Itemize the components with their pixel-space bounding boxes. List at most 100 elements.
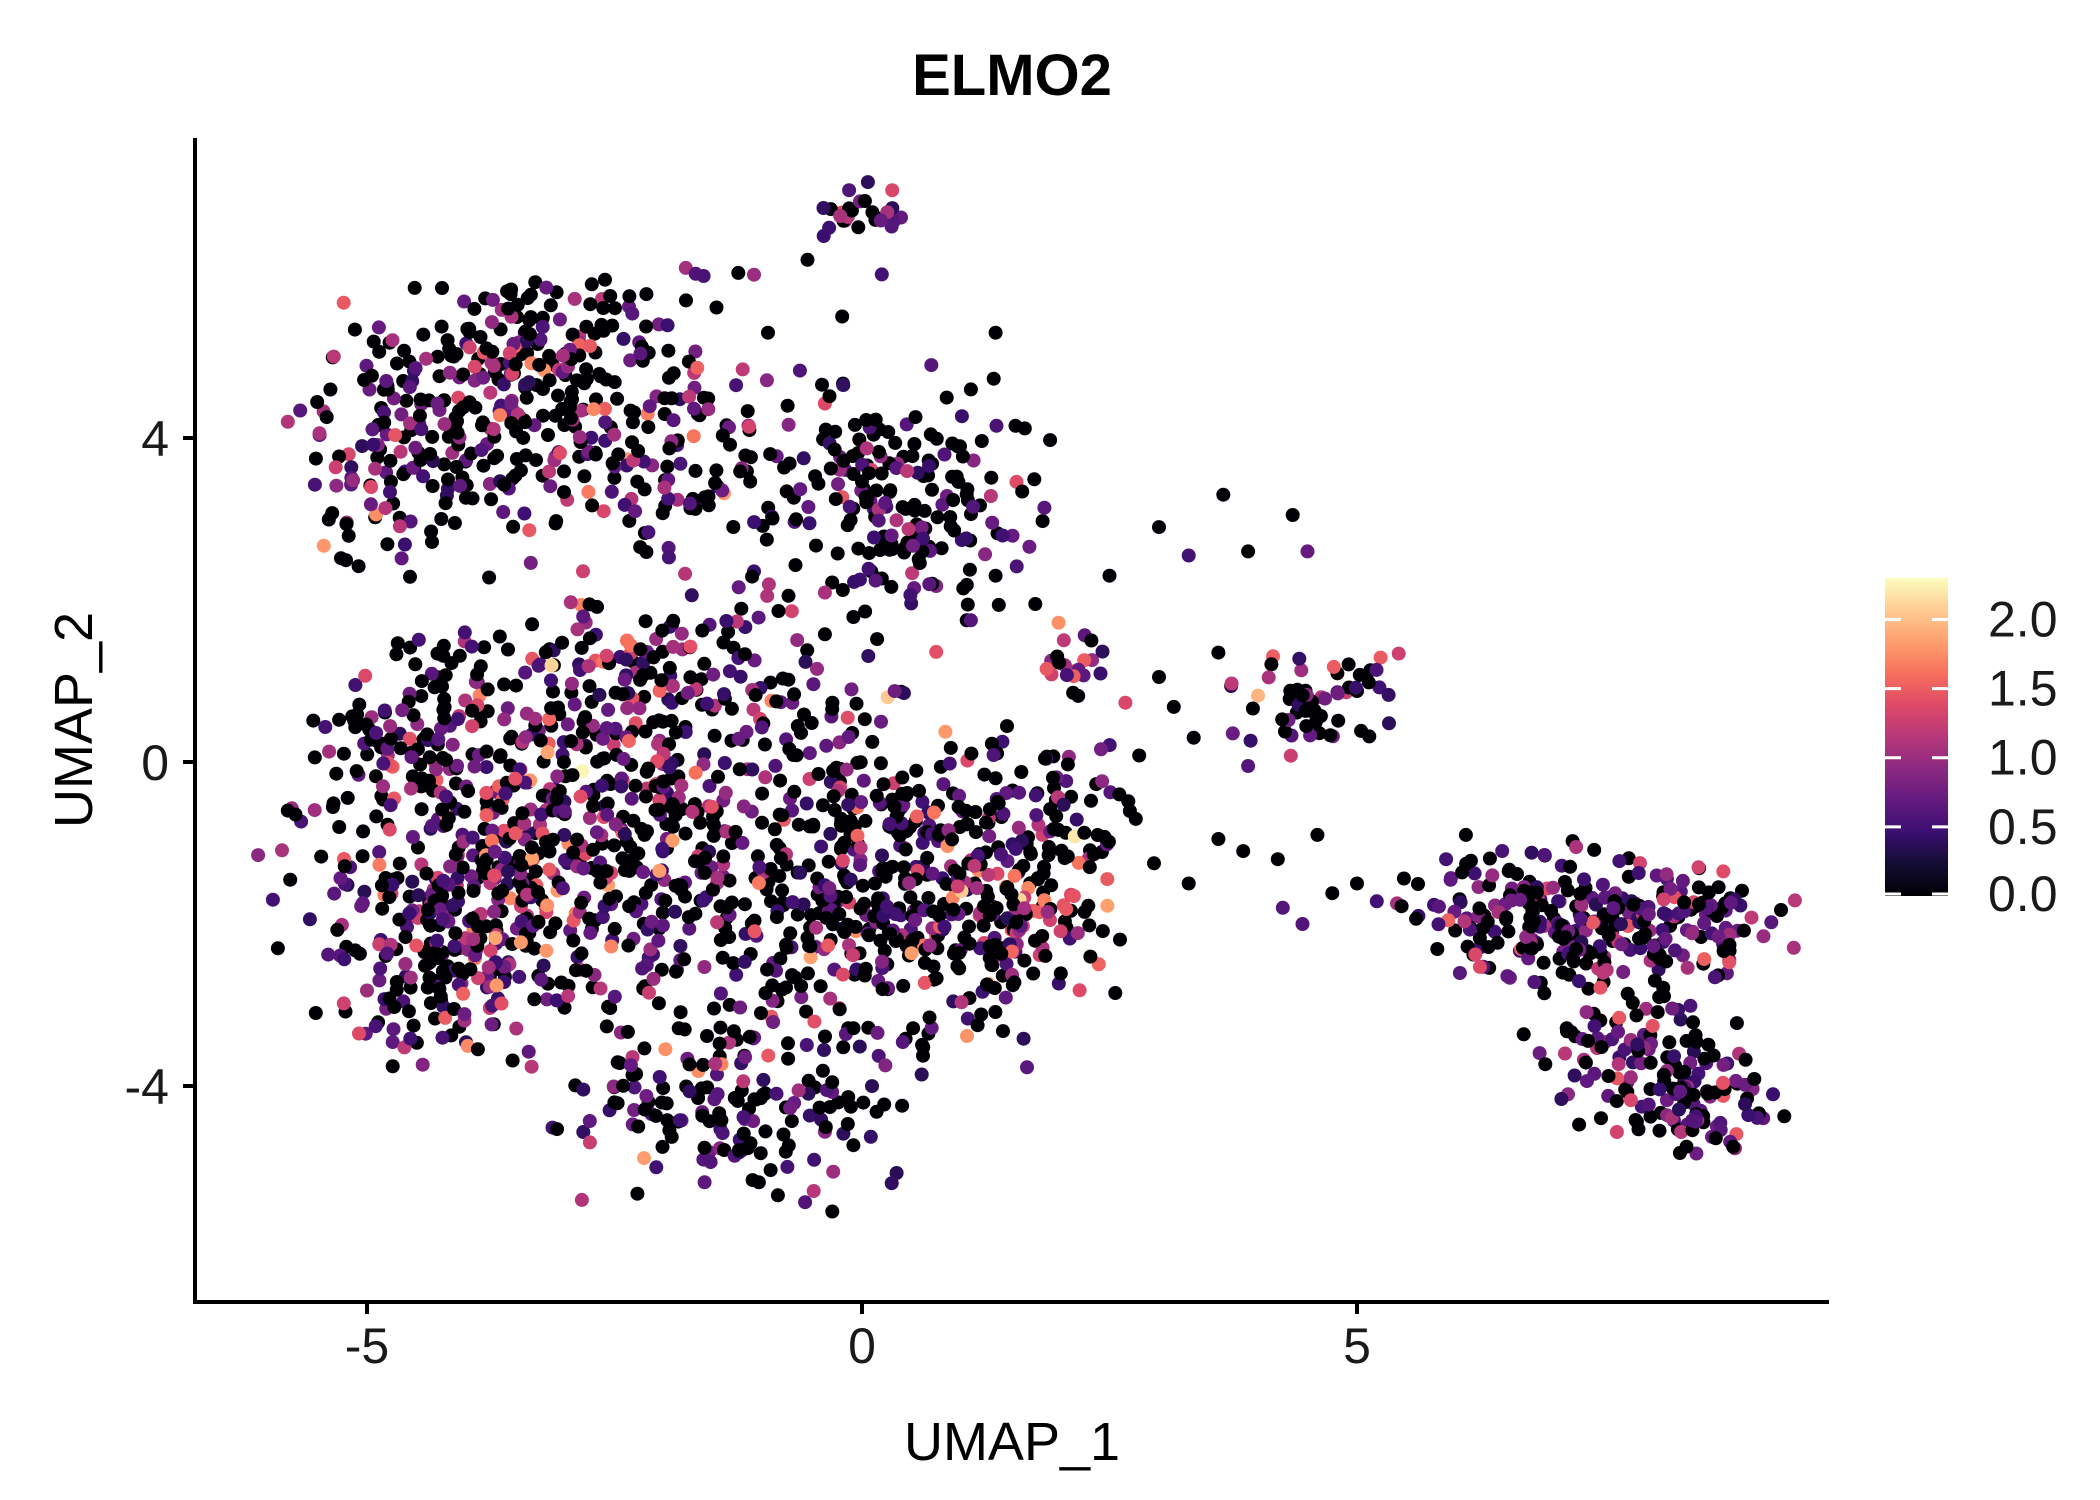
data-point (871, 513, 886, 528)
data-point (492, 629, 507, 644)
data-point (319, 410, 334, 425)
data-point (488, 931, 503, 945)
data-point (403, 1031, 418, 1046)
data-point (422, 750, 437, 765)
data-point (377, 405, 391, 420)
data-point (504, 395, 519, 410)
data-point (513, 935, 528, 950)
data-point (496, 505, 511, 519)
data-point (874, 466, 889, 481)
data-point (1616, 965, 1631, 979)
data-point (520, 887, 535, 902)
data-point (275, 843, 289, 858)
data-point (598, 272, 612, 287)
data-point (406, 708, 421, 723)
data-point (553, 446, 567, 460)
data-point (1350, 876, 1364, 891)
data-point (912, 556, 927, 571)
data-point (1052, 655, 1067, 670)
data-point (1043, 802, 1058, 817)
data-point (425, 818, 439, 833)
data-point (833, 209, 848, 223)
data-point (784, 1114, 799, 1129)
data-point (616, 331, 631, 346)
data-point (706, 667, 721, 682)
data-point (445, 737, 460, 752)
data-point (622, 289, 637, 304)
data-point (462, 395, 477, 410)
data-point (641, 761, 656, 776)
data-point (614, 779, 629, 794)
data-point (1008, 841, 1023, 856)
data-point (1766, 1087, 1780, 1102)
data-point (404, 781, 418, 796)
data-point (988, 771, 1003, 786)
data-point (1529, 885, 1544, 900)
data-point (827, 803, 842, 817)
data-point (717, 756, 732, 770)
data-point (1076, 668, 1091, 683)
data-point (659, 1096, 674, 1111)
data-point (633, 672, 648, 687)
data-point (628, 778, 643, 793)
data-point (534, 972, 549, 987)
data-point (1577, 872, 1591, 887)
data-point (736, 799, 751, 814)
data-point (1362, 729, 1377, 744)
data-point (326, 349, 341, 364)
data-point (974, 434, 989, 448)
data-point (789, 512, 804, 527)
data-point (536, 408, 550, 423)
data-point (419, 351, 434, 366)
data-point (765, 511, 780, 526)
data-point (702, 779, 717, 793)
data-point (1722, 937, 1737, 952)
data-point (368, 1019, 383, 1034)
data-point (1000, 719, 1014, 734)
data-point (383, 485, 397, 500)
data-point (695, 1108, 710, 1123)
data-point (954, 995, 969, 1010)
data-point (998, 990, 1013, 1005)
data-point (846, 1021, 861, 1036)
data-point (636, 454, 651, 469)
data-point (666, 613, 681, 628)
data-point (850, 828, 865, 843)
data-point (681, 910, 696, 925)
data-point (724, 836, 739, 850)
data-point (482, 570, 497, 585)
data-point (781, 1051, 796, 1066)
data-point (649, 1160, 664, 1175)
data-point (750, 849, 765, 864)
data-point (674, 626, 689, 641)
data-point (564, 734, 579, 749)
data-point (652, 1070, 667, 1084)
data-point (895, 770, 910, 785)
data-point (828, 492, 843, 507)
data-point (1585, 915, 1600, 930)
data-point (996, 806, 1011, 821)
data-point (1094, 742, 1108, 757)
data-point (354, 899, 369, 914)
data-point (858, 604, 873, 619)
data-point (853, 858, 867, 873)
data-point (524, 840, 539, 855)
data-point (982, 939, 997, 954)
data-point (759, 532, 774, 547)
data-point (501, 864, 516, 879)
data-point (1236, 844, 1251, 859)
data-point (346, 473, 361, 488)
data-point (1716, 1075, 1730, 1090)
data-point (401, 1004, 416, 1019)
data-point (1697, 952, 1712, 967)
data-point (819, 910, 834, 925)
data-point (1310, 827, 1325, 842)
data-point (690, 360, 705, 375)
data-point (621, 938, 636, 953)
data-point (1044, 878, 1059, 893)
data-point (1040, 905, 1055, 919)
data-point (817, 1043, 831, 1057)
data-point (823, 826, 838, 841)
data-point (907, 437, 922, 451)
data-point (1480, 914, 1495, 929)
